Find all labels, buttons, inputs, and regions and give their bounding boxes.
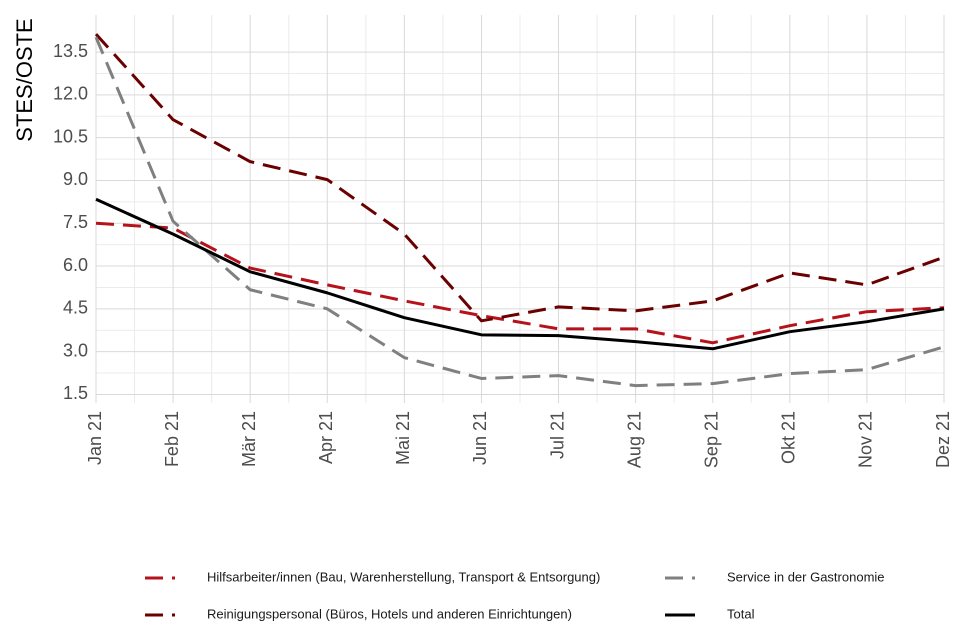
x-tick-label: Jan 21	[85, 411, 105, 465]
y-tick-label: 7.5	[63, 212, 88, 232]
legend-label: Reinigungspersonal (Büros, Hotels und an…	[207, 606, 572, 621]
x-tick-label: Feb 21	[162, 411, 182, 467]
line-series	[94, 33, 945, 323]
y-tick-label: 12.0	[53, 84, 88, 104]
x-tick-label: Aug 21	[624, 411, 644, 468]
x-tick-label: Mai 21	[393, 411, 413, 465]
x-tick-label: Jul 21	[547, 411, 567, 459]
y-tick-label: 1.5	[63, 383, 88, 403]
legend-label: Service in der Gastronomie	[727, 569, 885, 584]
y-tick-label: 4.5	[63, 298, 88, 318]
y-tick-label: 9.0	[63, 169, 88, 189]
x-tick-label: Sep 21	[701, 411, 721, 468]
line-series	[95, 197, 945, 351]
x-tick-label: Dez 21	[933, 411, 953, 468]
line-series	[95, 221, 945, 345]
legend-label: Hilfsarbeiter/innen (Bau, Warenherstellu…	[207, 569, 600, 584]
line-series	[94, 36, 945, 388]
x-tick-label: Mär 21	[239, 411, 259, 467]
y-tick-label: 6.0	[63, 255, 88, 275]
x-tick-label: Apr 21	[316, 411, 336, 464]
x-tick-label: Nov 21	[856, 411, 876, 468]
y-tick-label: 13.5	[53, 41, 88, 61]
y-axis-label: STES/OSTE	[12, 18, 37, 141]
legend-label: Total	[727, 606, 755, 621]
y-tick-label: 10.5	[53, 126, 88, 146]
y-tick-label: 3.0	[63, 340, 88, 360]
x-tick-label: Okt 21	[779, 411, 799, 464]
x-tick-label: Jun 21	[470, 411, 490, 465]
